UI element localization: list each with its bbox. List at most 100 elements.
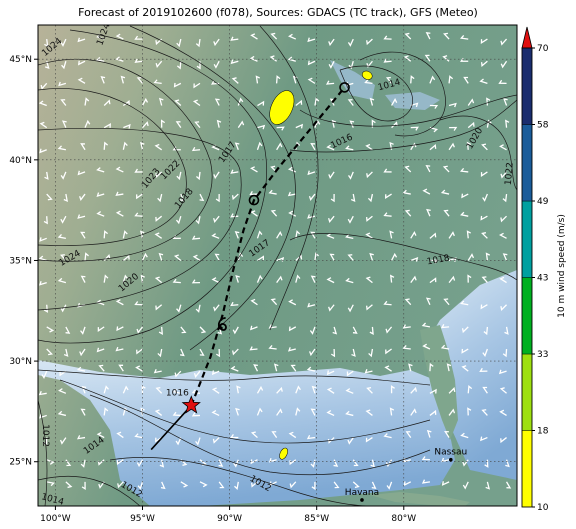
isobar-label: 1014 [40,492,65,508]
wind-barb [421,479,431,484]
wind-barb [122,254,130,261]
wind-barb [60,215,67,224]
wind-barb [257,255,264,262]
wind-barb [60,38,67,47]
wind-barb [195,437,201,446]
wind-barb [480,304,488,310]
wind-barb [499,144,507,151]
wind-barb [480,60,488,68]
wind-barb [180,459,188,466]
wind-barb [421,456,430,461]
lon-tick-label: 85°W [304,514,329,524]
wind-barb [391,252,398,261]
wind-barb [134,35,143,40]
wind-barb [459,167,469,173]
wind-barb [172,411,181,417]
wind-barb [256,230,263,239]
cuba [370,492,470,506]
wind-barb [134,168,143,173]
colorbar-tick-label: 49 [537,197,549,207]
wind-barb [429,127,439,133]
wind-barb [191,235,201,240]
wind-barb [461,348,469,354]
lon-tick-label: 80°W [391,514,416,524]
wind-barb [479,367,488,372]
wind-barb [461,365,469,372]
wind-barb [295,230,301,239]
wind-barb [306,366,316,372]
wind-barb [103,407,109,416]
wind-barb [122,141,128,150]
wind-barb [157,193,163,203]
extratropical-low-symbol [339,82,350,93]
wind-barb [80,143,86,151]
wind-barb [77,37,86,43]
wind-barb [231,77,239,84]
isobar-line [89,394,431,476]
wind-barb [345,388,354,394]
wind-barb [499,276,507,284]
wind-barb [366,386,373,394]
wind-barb [96,167,105,173]
wind-barb [250,298,258,306]
wind-barb [307,214,316,219]
wind-barb [154,276,163,284]
wind-barb [331,119,337,128]
wind-barb [251,481,258,488]
wind-barb [446,363,452,372]
wind-barb [385,348,392,355]
wind-barb [429,388,437,394]
wind-barb [249,55,258,62]
wind-barb [310,231,316,239]
wind-barb [329,253,335,261]
wind-barb [154,409,163,416]
wind-barb [103,123,112,129]
wind-barb [311,385,317,394]
wind-barb [482,386,488,394]
colorbar-segment [521,277,533,355]
wind-barb [328,38,335,47]
wind-barb [96,347,105,353]
wind-barb [136,348,143,355]
isobar-line [299,94,517,127]
colorbar-segment [521,430,533,508]
wind-barb [96,34,105,40]
wind-barb [84,252,89,261]
wind-barb [402,344,411,350]
wind-barb [307,77,316,84]
wind-barb [173,254,182,261]
wind-barb [467,385,473,394]
wind-barb [268,324,277,329]
lon-tick-label: 100°W [40,514,71,524]
wind-barb [38,255,47,262]
wind-barb [176,304,182,313]
wind-barb [195,38,201,48]
wind-barb [40,82,48,90]
wind-barb [310,275,316,283]
wind-barb [500,437,507,444]
isobar-line [259,25,319,331]
wind-barb [345,233,354,239]
isobar-line [109,457,371,506]
wind-barb [136,326,144,334]
wind-barb [448,231,455,239]
colorbar-segment [521,47,533,125]
wind-barb [288,210,297,217]
wind-barb [422,343,431,350]
wind-barb [191,146,201,152]
wind-barb [253,364,259,372]
wind-barb [135,365,143,372]
wind-barb [154,143,163,151]
wind-barb [482,193,488,202]
wind-barb [500,171,508,179]
wind-barb [295,99,303,107]
wind-barb [46,348,53,356]
wind-barb [214,253,220,261]
wind-barb [385,326,393,334]
wind-barb [115,33,124,40]
wind-barb [460,432,469,439]
wind-barb [345,410,354,417]
wind-barb [196,61,201,70]
wind-barb [39,148,47,154]
wind-barb [103,141,109,150]
